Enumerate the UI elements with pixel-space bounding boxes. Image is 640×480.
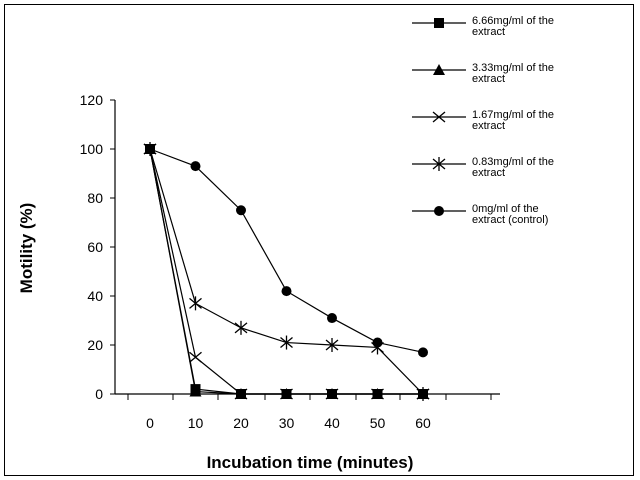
x-tick-label: 60: [415, 415, 431, 431]
legend-label: extract: [472, 73, 505, 85]
legend-label: extract: [472, 167, 505, 179]
data-point-circle: [418, 347, 428, 358]
y-tick-label: 80: [87, 190, 103, 206]
data-point-square: [281, 389, 292, 399]
data-point-asterisk: [371, 340, 384, 355]
data-point-circle: [281, 286, 292, 297]
legend-marker-asterisk: [432, 157, 446, 171]
x-tick-label: 0: [146, 415, 154, 431]
data-point-square: [236, 389, 246, 399]
data-point-circle: [327, 313, 337, 324]
axes: 0 20 40 60 80 100 120 0 10 20 30 40 50 60: [80, 92, 500, 431]
series-line: [149, 148, 423, 395]
x-tick-label: 30: [279, 415, 295, 431]
data-point-square: [190, 384, 201, 395]
legend-label: 6.66mg/ml of the: [472, 15, 554, 27]
legend-label: extract (control): [472, 214, 548, 226]
legend-label: 0.83mg/ml of the: [472, 156, 554, 168]
data-point-x: [189, 351, 202, 363]
y-tick-label: 120: [80, 92, 104, 108]
series-line: [149, 148, 423, 395]
series-layer: [143, 142, 430, 401]
data-point-circle: [236, 205, 246, 216]
data-point-square: [418, 389, 428, 399]
x-axis-title: Incubation time (minutes): [207, 453, 414, 472]
x-tick-label: 20: [233, 415, 249, 431]
chart-frame: [4, 4, 634, 476]
y-axis-title: Motility (%): [17, 203, 36, 294]
data-point-square: [372, 389, 383, 399]
data-point-asterisk: [280, 335, 293, 350]
data-point-square: [145, 144, 155, 154]
legend-label: 3.33mg/ml of the: [472, 62, 554, 74]
data-point-asterisk: [189, 296, 202, 311]
series-line: [149, 148, 424, 353]
legend-label: 0mg/ml of the: [472, 203, 539, 215]
series-line: [149, 148, 423, 395]
x-tick-label: 10: [188, 415, 204, 431]
y-tick-label: 0: [95, 386, 103, 402]
legend-marker-x: [432, 111, 446, 123]
data-point-asterisk: [325, 338, 339, 352]
y-tick-label: 20: [87, 337, 103, 353]
data-point-circle: [190, 161, 201, 172]
legend-label: extract: [472, 26, 505, 38]
legend-label: extract: [472, 120, 505, 132]
x-tick-label: 50: [370, 415, 386, 431]
series-line: [149, 148, 424, 395]
legend-marker-square: [434, 18, 444, 28]
data-point-square: [327, 389, 337, 399]
data-point-asterisk: [234, 320, 248, 335]
legend-marker-circle: [434, 206, 444, 216]
y-tick-label: 60: [87, 239, 103, 255]
y-tick-label: 40: [87, 288, 103, 304]
legend-label: 1.67mg/ml of the: [472, 109, 554, 121]
legend-marker-triangle: [433, 64, 445, 75]
x-tick-label: 40: [324, 415, 340, 431]
y-tick-label: 100: [80, 141, 104, 157]
